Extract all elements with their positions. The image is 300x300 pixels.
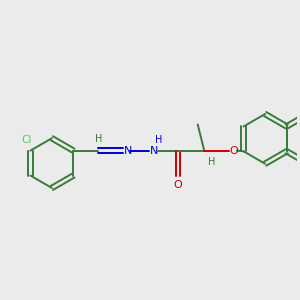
Text: O: O <box>230 146 239 155</box>
Text: H: H <box>208 157 216 166</box>
Text: H: H <box>95 134 102 144</box>
Text: N: N <box>124 146 132 155</box>
Text: N: N <box>150 146 158 155</box>
Text: H: H <box>155 135 163 146</box>
Text: O: O <box>174 180 182 190</box>
Text: Cl: Cl <box>22 135 32 146</box>
